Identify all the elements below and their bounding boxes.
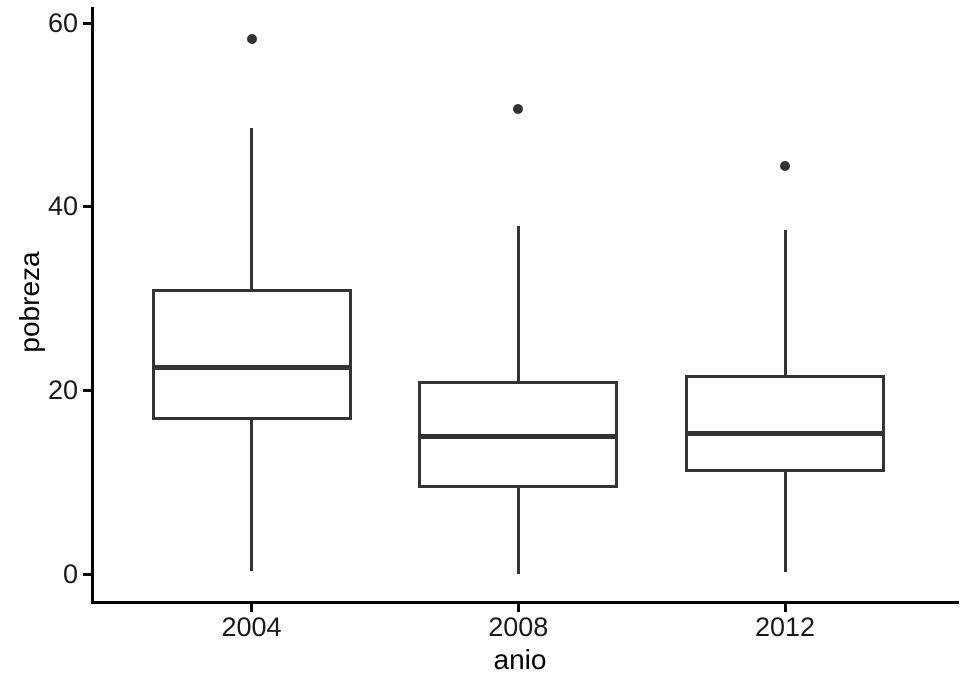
y-axis-line [90, 7, 94, 604]
box-iqr [685, 375, 885, 472]
median-line [418, 434, 619, 440]
y-axis-tick [82, 389, 91, 393]
y-axis-tick [82, 573, 91, 576]
x-tick-label: 2012 [754, 612, 816, 642]
whisker-upper [516, 226, 520, 381]
y-tick-label: 0 [62, 559, 78, 589]
y-tick-label: 20 [47, 375, 78, 406]
whisker-upper [250, 127, 253, 289]
y-tick-label: 40 [47, 191, 78, 222]
x-tick-label: 2004 [221, 612, 282, 642]
x-axis-tick [250, 603, 253, 612]
x-tick-label: 2008 [488, 612, 549, 642]
y-axis-tick [82, 205, 91, 209]
y-axis-tick [82, 21, 91, 25]
x-axis-tick [516, 603, 520, 612]
outlier-dot [246, 33, 257, 44]
whisker-upper [783, 229, 787, 376]
median-line [685, 431, 885, 437]
y-axis-title: pobreza [14, 251, 45, 353]
whisker-lower [250, 420, 253, 571]
x-axis-line [90, 600, 959, 604]
whisker-lower [516, 488, 520, 574]
outlier-dot [513, 103, 524, 114]
x-axis-tick [783, 603, 787, 612]
box-iqr [151, 288, 352, 421]
y-tick-label: 60 [47, 7, 78, 38]
whisker-lower [783, 471, 787, 572]
x-axis-title: anio [493, 644, 547, 675]
outlier-dot [780, 161, 790, 172]
median-line [151, 365, 352, 371]
